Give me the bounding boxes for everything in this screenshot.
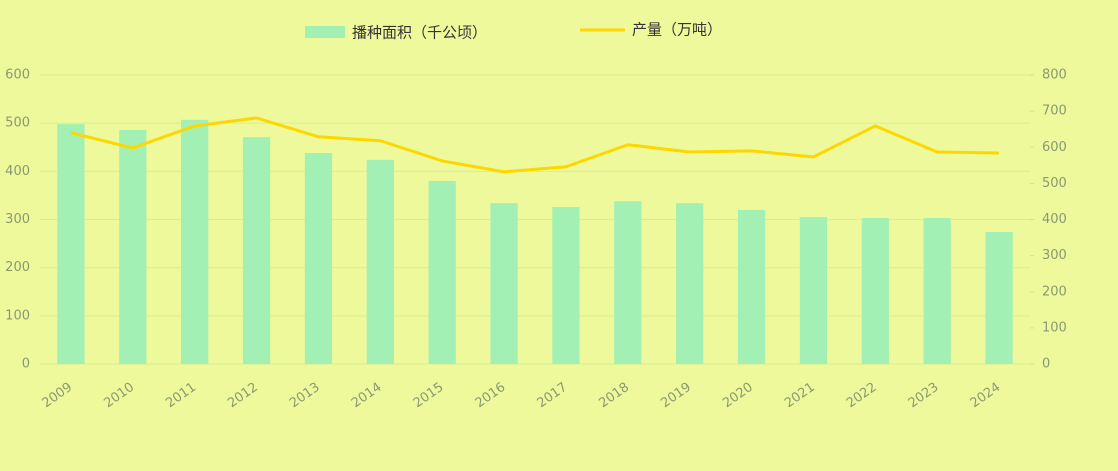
- bar: [861, 218, 889, 364]
- bar: [799, 217, 828, 364]
- line: [70, 116, 1000, 174]
- y-tick-label: 0: [22, 357, 30, 372]
- bar: [242, 137, 271, 364]
- y2-tick-label: 800: [1042, 68, 1067, 83]
- y2-tick-label: 400: [1042, 212, 1067, 227]
- legend-label: 播种面积（千公顷）: [352, 24, 487, 42]
- y2-tick-label: 200: [1042, 284, 1067, 299]
- y-tick-label: 400: [5, 164, 30, 179]
- bar: [923, 218, 951, 364]
- bar: [737, 209, 766, 364]
- y2-tick-label: 300: [1042, 248, 1067, 263]
- y-tick-label: 600: [5, 68, 30, 83]
- y2-tick-label: 700: [1042, 104, 1067, 119]
- bar: [428, 180, 456, 364]
- bar: [985, 232, 1013, 364]
- bar: [552, 206, 580, 364]
- y2-tick-label: 0: [1042, 357, 1050, 372]
- y2-tick-label: 600: [1042, 140, 1067, 155]
- y2-tick-label: 500: [1042, 176, 1067, 191]
- legend-swatch: [305, 26, 345, 38]
- bar: [119, 129, 147, 364]
- bar: [676, 203, 704, 364]
- y-tick-label: 200: [5, 260, 30, 275]
- bar: [366, 159, 394, 364]
- legend-label: 产量（万吨）: [632, 21, 722, 39]
- y-tick-label: 300: [5, 212, 30, 227]
- bar: [57, 124, 85, 364]
- y2-tick-label: 100: [1042, 320, 1067, 335]
- bar: [490, 203, 518, 364]
- y-tick-label: 100: [5, 308, 30, 323]
- bar: [614, 201, 642, 364]
- y-tick-label: 500: [5, 116, 30, 131]
- bar: [304, 153, 333, 364]
- bar: [181, 119, 209, 364]
- legend: 播种面积（千公顷） 产量（万吨）: [305, 21, 722, 42]
